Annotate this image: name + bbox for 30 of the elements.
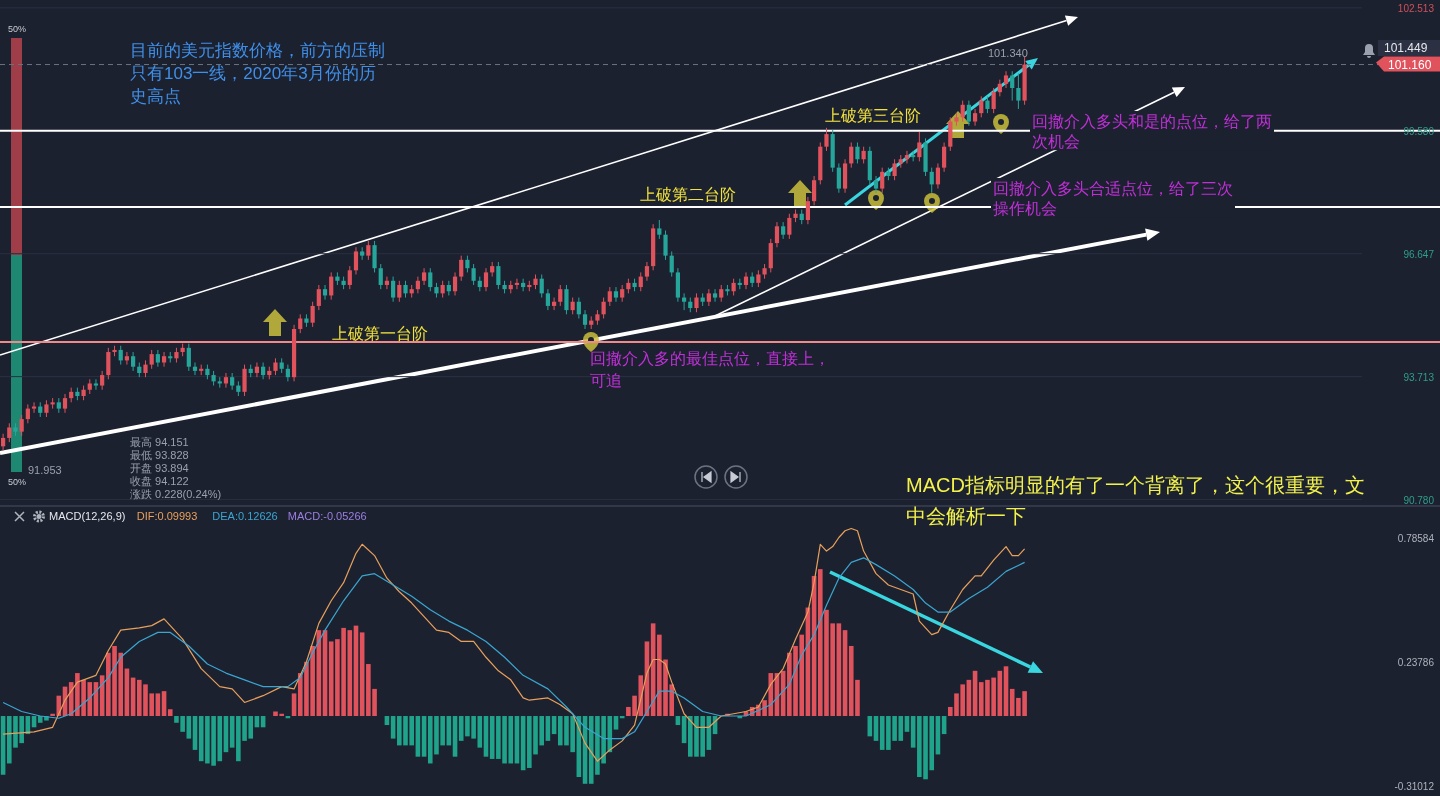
annotation: 50% — [8, 477, 27, 487]
text: DIF:0.09993 — [136, 510, 198, 522]
y-tick-label: 96.647 — [1403, 248, 1435, 260]
annotation: 上破第二台阶 — [640, 186, 736, 203]
y-tick-label: -0.31012 — [1394, 781, 1435, 793]
annotation: 上破第一台阶 — [332, 325, 428, 342]
y-tick-label: 90.780 — [1403, 494, 1435, 506]
annotation: 收盘 94.122 — [130, 475, 189, 487]
annotation: 回撤介入多的最佳点位，直接上，可追 — [590, 350, 830, 389]
annotation: MACD指标明显的有了一个背离了，这个很重要，文中会解析一下 — [906, 474, 1365, 527]
annotation: 目前的美元指数价格，前方的压制只有103一线，2020年3月份的历史高点 — [130, 41, 385, 106]
chart-title: MACD(12,26,9) — [49, 510, 126, 522]
annotation: MACD:-0.05266 — [287, 510, 367, 522]
ref-line-label: 101.160 — [1388, 57, 1432, 72]
annotation: 最低 93.828 — [130, 449, 189, 461]
text: DEA:0.12626 — [212, 510, 278, 522]
text: 101.449 — [1384, 41, 1428, 55]
annotation: 91.953 — [28, 464, 62, 476]
y-tick-label: 0.78584 — [1397, 533, 1435, 545]
y-tick-label: 0.23786 — [1397, 657, 1435, 669]
annotation: 涨跌 0.228(0.24%) — [130, 488, 222, 500]
annotation: 50% — [8, 24, 27, 34]
annotation: 回撤介入多头和是的点位，给了两次机会 — [1032, 113, 1272, 150]
annotation: 上破第三台阶 — [825, 107, 921, 124]
annotation: 回撤介入多头合适点位，给了三次操作机会 — [993, 180, 1233, 217]
annotation: 最高 94.151 — [130, 436, 189, 448]
y-tick-label: 93.713 — [1403, 371, 1435, 383]
annotation: 101.340 — [988, 47, 1028, 59]
y-tick-label: 102.513 — [1397, 2, 1435, 14]
annotation: 开盘 93.894 — [130, 462, 189, 474]
